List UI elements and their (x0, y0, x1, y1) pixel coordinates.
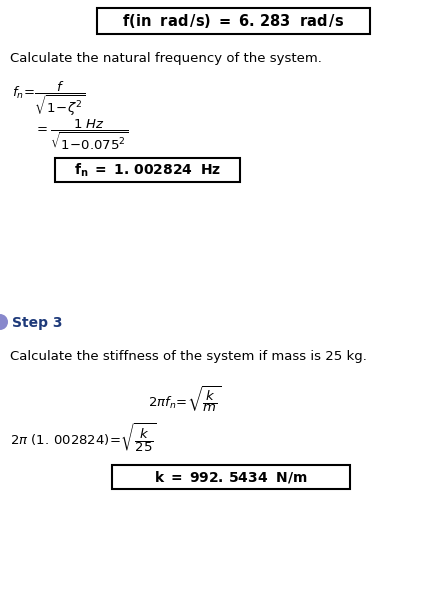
FancyBboxPatch shape (97, 8, 370, 34)
Text: $\bf{k\ =\ 992.\,5434\ \ N/m}$: $\bf{k\ =\ 992.\,5434\ \ N/m}$ (154, 469, 308, 485)
Text: Step 3: Step 3 (12, 316, 63, 330)
Text: $\bf{f(in\ \ rad\,/s)\ =\ 6.\,283\ \ rad\,/s}$: $\bf{f(in\ \ rad\,/s)\ =\ 6.\,283\ \ rad… (122, 12, 345, 30)
Text: Calculate the stiffness of the system if mass is 25 kg.: Calculate the stiffness of the system if… (10, 350, 367, 363)
Wedge shape (0, 314, 8, 330)
Text: $=\dfrac{1\ \mathit{Hz}}{\sqrt{1\!-\!0.075^2}}$: $=\dfrac{1\ \mathit{Hz}}{\sqrt{1\!-\!0.0… (34, 118, 129, 152)
Text: $f_n\!=\!\dfrac{f}{\sqrt{1\!-\!\zeta^2}}$: $f_n\!=\!\dfrac{f}{\sqrt{1\!-\!\zeta^2}}… (12, 80, 85, 118)
Text: $\bf{f_n\ =\ 1.\,002824\ \ Hz}$: $\bf{f_n\ =\ 1.\,002824\ \ Hz}$ (74, 161, 221, 178)
FancyBboxPatch shape (55, 158, 240, 182)
FancyBboxPatch shape (112, 465, 350, 489)
Text: $2\pi\ (1.\,002824)\!=\!\sqrt{\dfrac{k}{25}}$: $2\pi\ (1.\,002824)\!=\!\sqrt{\dfrac{k}{… (10, 422, 157, 455)
Text: $2\pi f_n\!=\!\sqrt{\dfrac{k}{m}}$: $2\pi f_n\!=\!\sqrt{\dfrac{k}{m}}$ (148, 385, 221, 415)
Text: Calculate the natural frequency of the system.: Calculate the natural frequency of the s… (10, 52, 322, 65)
